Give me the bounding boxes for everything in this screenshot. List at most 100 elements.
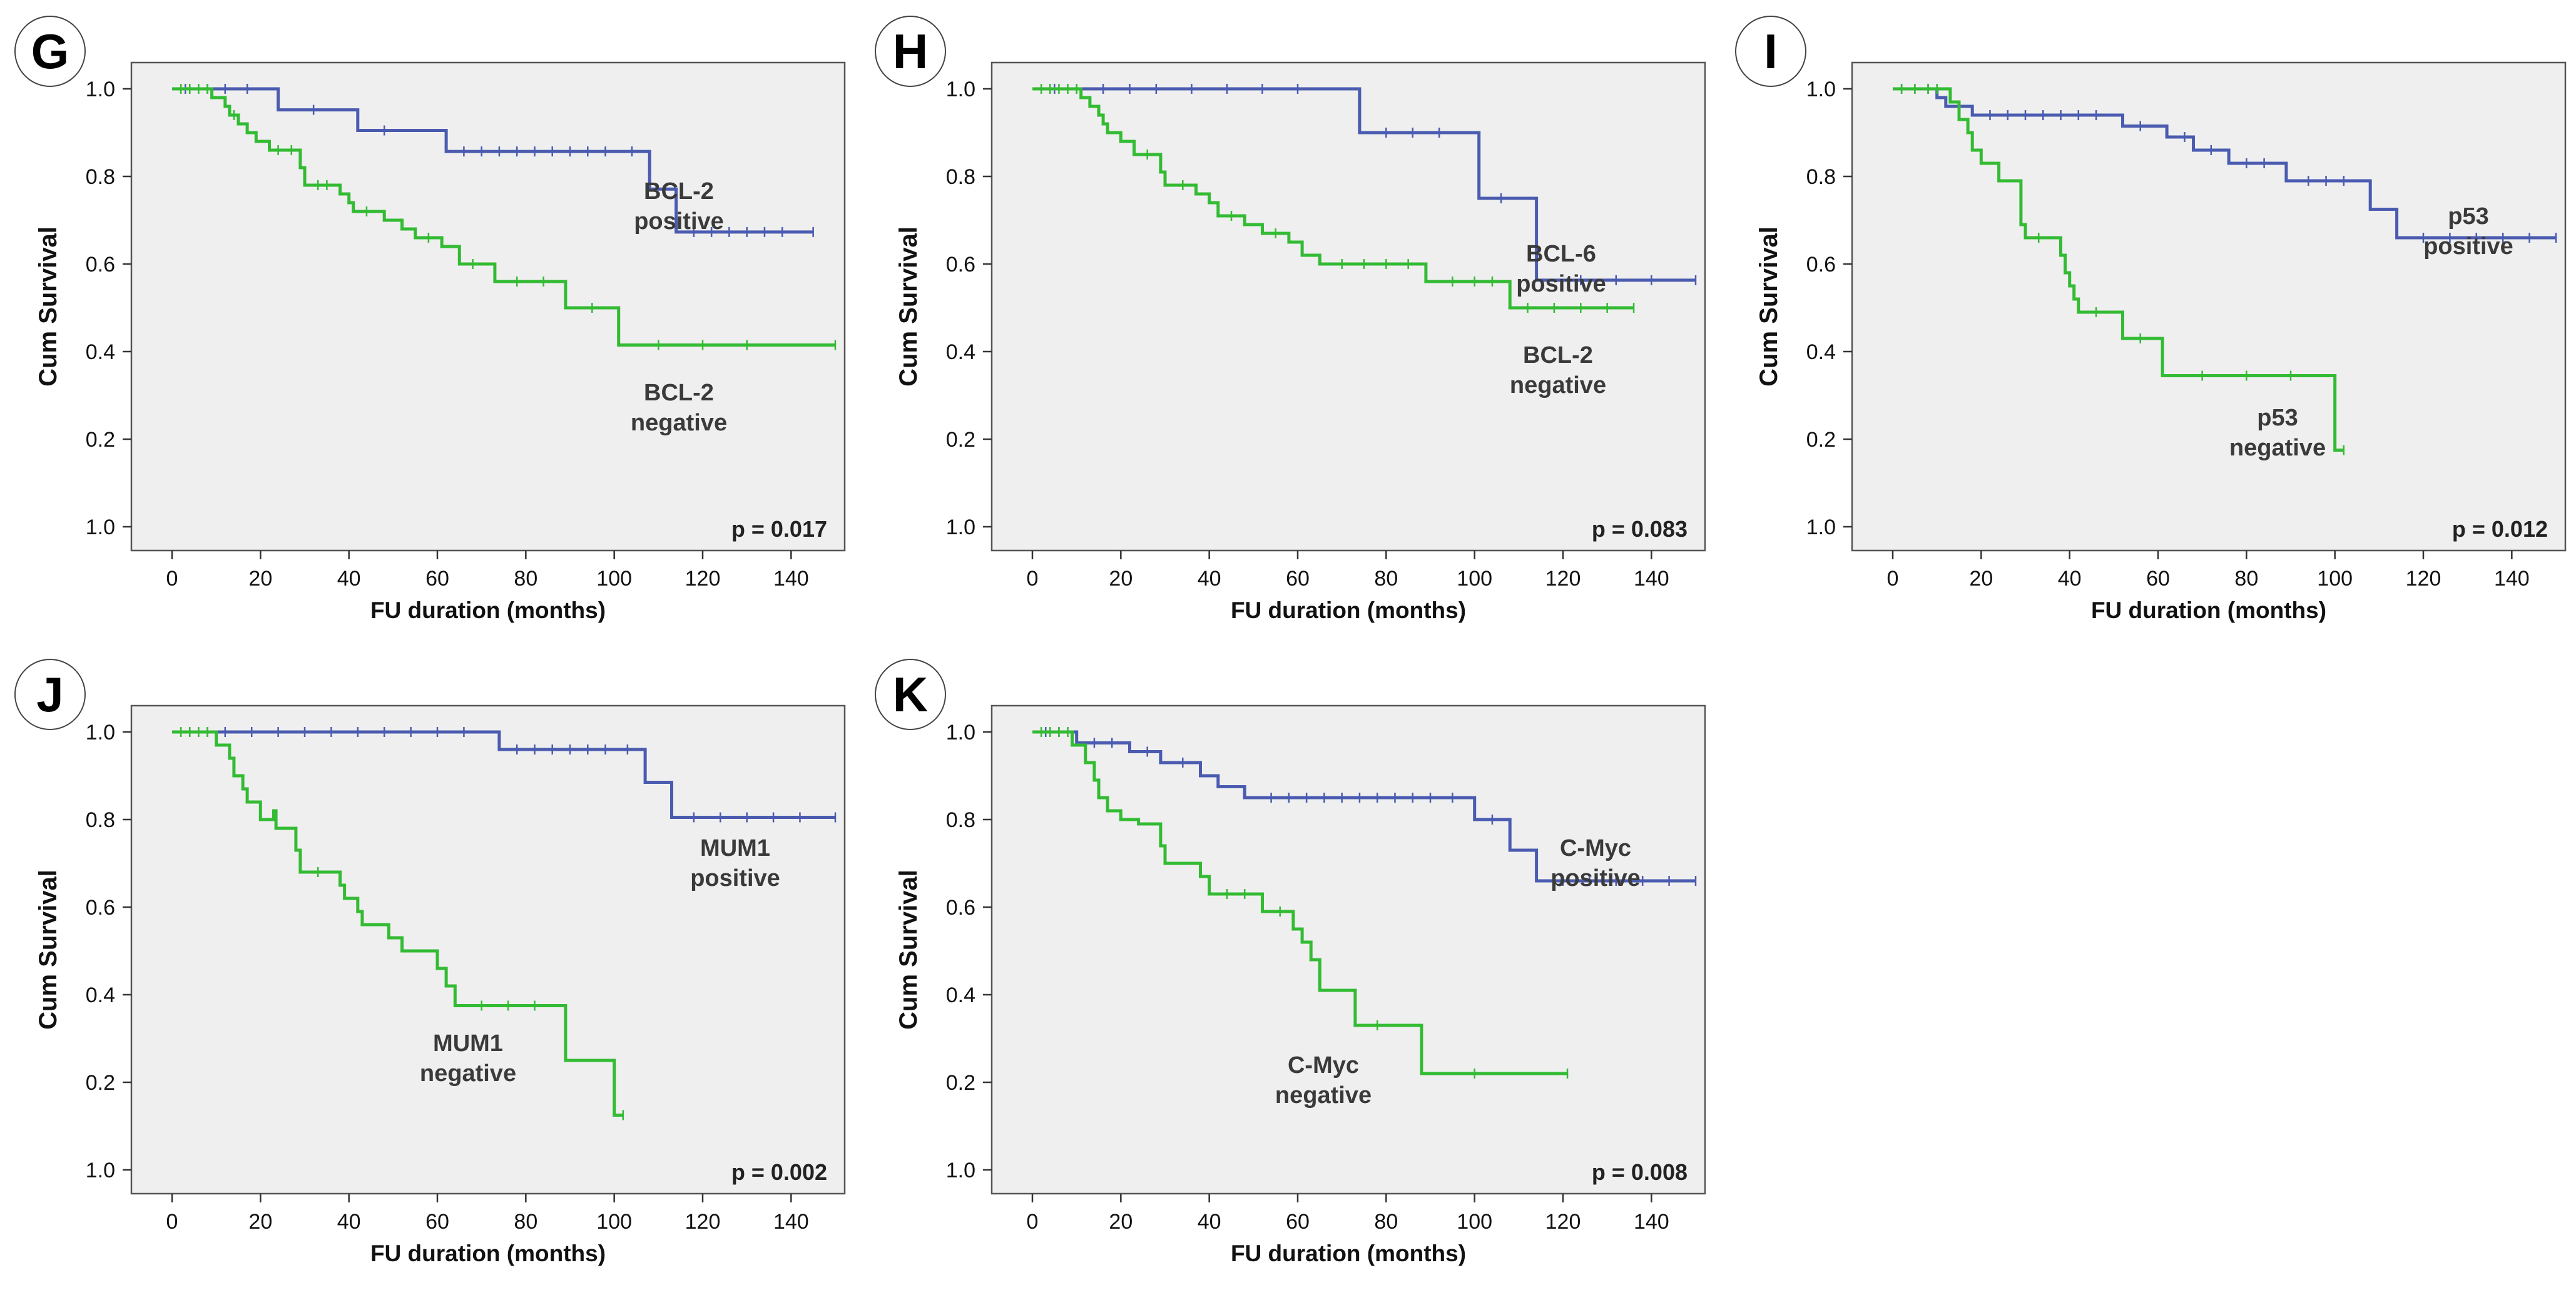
curve-label-positive: positive <box>634 208 724 235</box>
y-tick-label: 0.4 <box>86 983 115 1007</box>
x-tick-label: 0 <box>1887 567 1899 591</box>
curve-label-negative: p53 <box>2257 405 2298 431</box>
curve-label-positive: MUM1 <box>700 835 770 861</box>
panel-i: I 1.0 0.2 0.4 0.6 0.8 1.0 0 20 40 60 80 100 120 140 FU … <box>1735 16 2567 623</box>
x-tick-label: 60 <box>1286 567 1310 591</box>
x-tick-label: 0 <box>166 1210 178 1234</box>
km-curve-positive <box>172 730 835 819</box>
panel-letter: K <box>893 667 928 722</box>
y-tick-label: 0.8 <box>946 808 975 832</box>
x-tick-label: 20 <box>1969 567 1993 591</box>
y-axis-label: Cum Survival <box>34 870 62 1030</box>
y-tick-label: 1.0 <box>1806 515 1836 539</box>
panel-badge <box>14 16 86 87</box>
km-curve-positive <box>1032 730 1696 883</box>
plot-frame <box>1851 61 2567 552</box>
y-tick-label: 0.6 <box>946 896 975 920</box>
x-axis-label: FU duration (months) <box>1231 1241 1466 1266</box>
x-tick-label: 80 <box>1374 567 1398 591</box>
y-tick-label: 0.4 <box>1806 340 1836 364</box>
x-tick-label: 20 <box>1109 567 1133 591</box>
x-tick-label: 80 <box>1374 1210 1398 1234</box>
curve-label-positive: positive <box>1550 865 1641 891</box>
y-tick-label: 0.8 <box>946 165 975 189</box>
km-curve-negative <box>1032 87 1634 310</box>
x-tick-label: 140 <box>773 567 809 591</box>
x-tick-label: 80 <box>2234 567 2258 591</box>
y-tick-label: 0.2 <box>86 1071 115 1095</box>
x-tick-label: 40 <box>1198 1210 1221 1234</box>
curve-label-negative: MUM1 <box>433 1030 503 1057</box>
y-tick-label: 1.0 <box>86 1159 115 1182</box>
curve-label-positive: positive <box>690 865 780 891</box>
x-tick-label: 60 <box>425 567 449 591</box>
curve-label-negative: BCL-2 <box>644 380 714 406</box>
x-tick-label: 80 <box>514 567 537 591</box>
x-axis-label: FU duration (months) <box>2091 597 2326 623</box>
km-curve-negative <box>172 730 623 1117</box>
x-axis-label: FU duration (months) <box>370 597 606 623</box>
y-tick-label: 0.2 <box>1806 428 1836 452</box>
x-tick-label: 120 <box>685 1210 721 1234</box>
km-curve-negative <box>1032 730 1568 1075</box>
x-tick-label: 60 <box>2146 567 2170 591</box>
y-axis-label: Cum Survival <box>895 870 922 1030</box>
y-tick-label: 0.8 <box>1806 165 1836 189</box>
x-tick-label: 40 <box>2058 567 2082 591</box>
panel-j: J 1.0 0.2 0.4 0.6 0.8 1.0 0 20 40 60 80 100 120 140 FU … <box>14 659 846 1266</box>
y-tick-label: 0.4 <box>946 983 975 1007</box>
km-curve-negative <box>1893 87 2344 452</box>
curve-label-negative: negative <box>1275 1082 1372 1109</box>
plot-frame <box>130 704 846 1195</box>
x-tick-label: 140 <box>1634 1210 1669 1234</box>
x-tick-label: 100 <box>2317 567 2353 591</box>
y-tick-label: 0.6 <box>946 253 975 277</box>
x-tick-label: 40 <box>1198 567 1221 591</box>
curve-label-negative: negative <box>1510 372 1606 399</box>
panel-badge <box>875 659 946 730</box>
x-tick-label: 100 <box>1457 1210 1492 1234</box>
y-axis-label: Cum Survival <box>34 226 62 387</box>
curve-label-positive: BCL-2 <box>644 178 714 205</box>
panel-badge <box>14 659 86 730</box>
y-tick-label: 1.0 <box>946 1159 975 1182</box>
y-tick-label: 0.2 <box>86 428 115 452</box>
curve-label-negative: negative <box>420 1060 516 1087</box>
x-tick-label: 20 <box>1109 1210 1133 1234</box>
p-value: p = 0.002 <box>731 1159 827 1185</box>
x-tick-label: 140 <box>1634 567 1669 591</box>
x-tick-label: 0 <box>166 567 178 591</box>
y-tick-label: 1.0 <box>1806 78 1836 101</box>
y-tick-label: 0.4 <box>86 340 115 364</box>
curve-label-negative: BCL-2 <box>1523 342 1593 368</box>
panel-letter: H <box>893 24 928 79</box>
y-tick-label: 1.0 <box>86 721 115 744</box>
p-value: p = 0.012 <box>2452 516 2548 542</box>
plot-frame <box>130 61 846 552</box>
x-tick-label: 40 <box>337 567 361 591</box>
x-tick-label: 60 <box>425 1210 449 1234</box>
x-tick-label: 0 <box>1027 1210 1039 1234</box>
p-value: p = 0.017 <box>731 516 827 542</box>
x-tick-label: 100 <box>596 1210 632 1234</box>
x-tick-label: 0 <box>1027 567 1039 591</box>
y-tick-label: 0.6 <box>86 896 115 920</box>
y-tick-label: 1.0 <box>86 78 115 101</box>
y-tick-label: 1.0 <box>946 721 975 744</box>
x-axis-label: FU duration (months) <box>370 1241 606 1266</box>
y-tick-label: 0.2 <box>946 1071 975 1095</box>
km-curve-positive <box>172 87 813 234</box>
x-tick-label: 140 <box>773 1210 809 1234</box>
curve-label-positive: positive <box>1516 271 1606 297</box>
p-value: p = 0.083 <box>1592 516 1688 542</box>
panel-g: G 1.0 0.2 0.4 0.6 0.8 1.0 0 20 40 60 80 100 120 140 FU … <box>14 16 846 623</box>
panel-k: K 1.0 0.2 0.4 0.6 0.8 1.0 0 20 40 60 80 100 120 140 FU … <box>875 659 1706 1266</box>
x-tick-label: 120 <box>2406 567 2441 591</box>
x-tick-label: 40 <box>337 1210 361 1234</box>
y-tick-label: 1.0 <box>946 78 975 101</box>
y-tick-label: 1.0 <box>946 515 975 539</box>
curve-label-negative: negative <box>631 410 727 436</box>
panel-letter: I <box>1764 24 1778 79</box>
panel-letter: J <box>36 667 63 722</box>
